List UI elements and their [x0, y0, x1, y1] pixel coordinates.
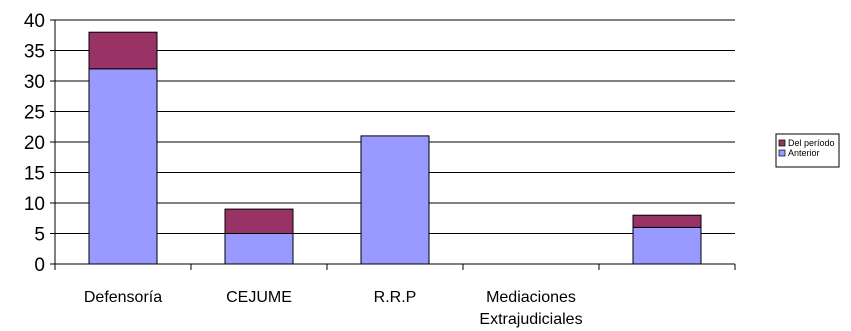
y-tick-label: 10 — [24, 194, 45, 215]
x-category-label: Defensoría — [84, 289, 162, 306]
y-tick-label: 40 — [24, 11, 45, 32]
bar-segment — [224, 208, 294, 235]
legend-label: Anterior — [788, 148, 820, 158]
y-tick-label: 15 — [24, 164, 45, 185]
y-tick-label: 20 — [24, 133, 45, 154]
x-category-label: R.R.P — [374, 289, 417, 306]
bar-segment — [360, 135, 430, 265]
y-tick-label: 25 — [24, 103, 45, 124]
bar-segment — [224, 233, 294, 265]
legend-label: Del período — [788, 138, 835, 148]
x-category-label: Mediaciones — [486, 289, 576, 306]
axes — [54, 20, 736, 270]
y-tick-label: 30 — [24, 72, 45, 93]
bar-segment — [88, 31, 158, 70]
y-tick-label: 5 — [34, 225, 45, 246]
bar-segment — [632, 214, 702, 228]
legend-swatch — [778, 139, 786, 147]
y-tick-label: 0 — [34, 255, 45, 276]
y-axis-ticks: 0 5 10 15 20 25 30 35 40 — [24, 11, 55, 276]
bar-segment — [88, 68, 158, 265]
bars — [88, 31, 702, 265]
y-tick-label: 35 — [24, 42, 45, 63]
legend-box — [775, 133, 840, 168]
legend-swatch — [778, 149, 786, 157]
x-category-label: Extrajudiciales — [479, 311, 582, 328]
x-category-label: CEJUME — [226, 289, 292, 306]
x-axis-labels: Defensoría CEJUME R.R.P Mediaciones Extrajud… — [84, 289, 583, 328]
bar-segment — [632, 226, 702, 265]
